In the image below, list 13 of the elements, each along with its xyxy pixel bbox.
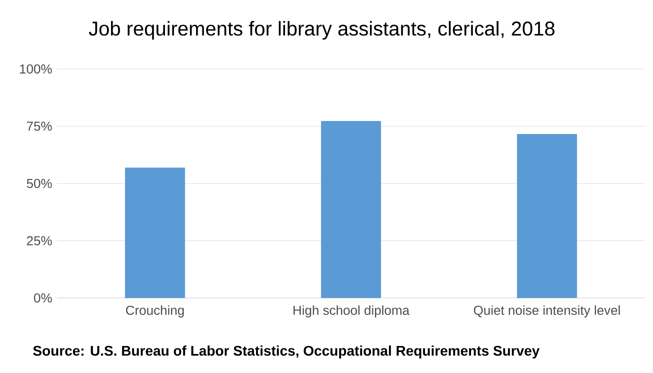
y-tick-label: 75% [26, 122, 52, 131]
bar [125, 168, 186, 298]
source-note: Source: U.S. Bureau of Labor Statistics, Occupational Requirements Survey [33, 345, 540, 359]
y-tick-label: 100% [20, 64, 52, 74]
y-tick-label: 0% [34, 293, 52, 303]
x-tick-label: Quiet noise intensity level [474, 305, 620, 318]
bar [517, 134, 577, 298]
x-tick-label: High school diploma [294, 305, 410, 318]
x-tick-label: Crouching [126, 305, 184, 318]
y-tick-label: 50% [26, 178, 52, 188]
y-tick-label: 25% [26, 236, 52, 246]
bar [321, 120, 381, 298]
chart-title: Job requirements for library assistants, clerical, 2018 [88, 21, 554, 40]
